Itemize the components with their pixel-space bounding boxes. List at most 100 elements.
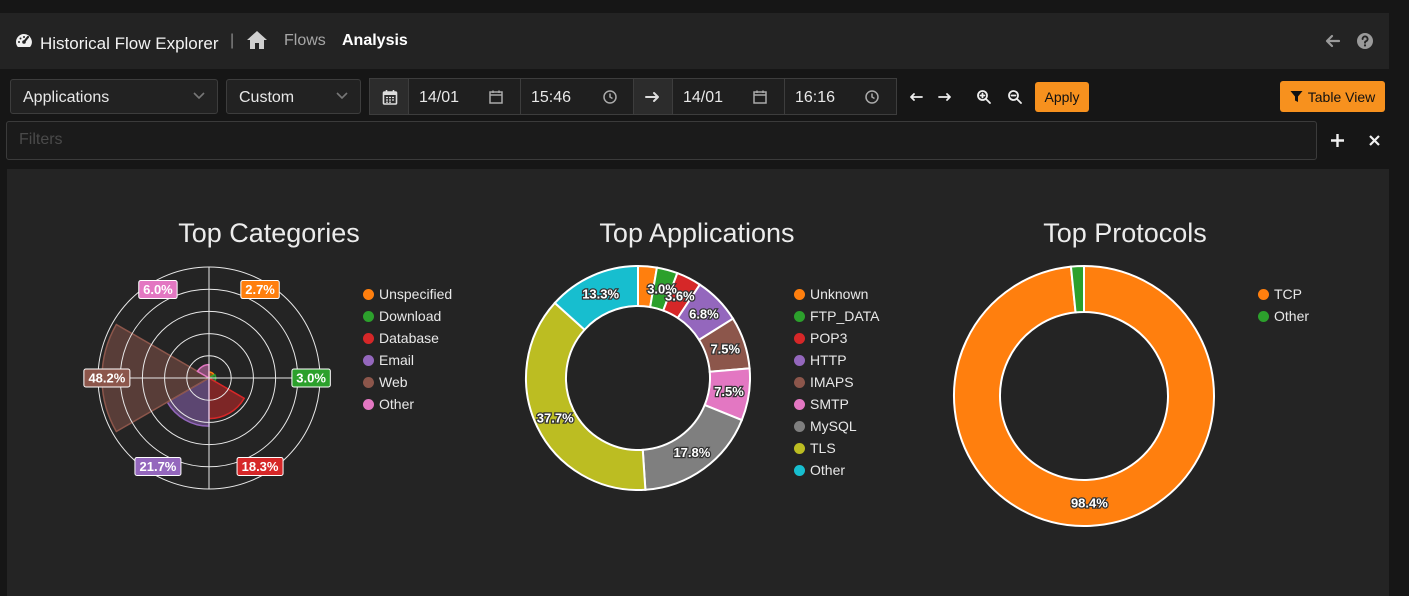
categories-legend-item[interactable]: Web <box>363 371 452 393</box>
applications-legend-item[interactable]: TLS <box>794 437 880 459</box>
arrow-right-icon <box>645 92 659 102</box>
filters-field <box>6 121 1321 160</box>
polar-label-download: 3.0% <box>296 371 326 386</box>
back-arrow-icon[interactable] <box>1324 32 1342 50</box>
calendar-icon <box>382 90 398 105</box>
legend-swatch <box>794 398 805 410</box>
breadcrumb-analysis: Analysis <box>342 32 408 49</box>
polar-label-web-box <box>83 368 131 388</box>
start-time-field[interactable]: 15:46 <box>521 79 634 114</box>
apply-button[interactable]: Apply <box>1035 82 1089 112</box>
polar-label-unspecified-box <box>240 280 280 300</box>
protocols-legend-item[interactable]: Other <box>1258 305 1309 327</box>
legend-label: Download <box>379 308 442 324</box>
date-picker-icon[interactable] <box>488 89 504 105</box>
calendar-addon[interactable] <box>370 79 409 114</box>
categories-legend: Unspecified Download Database Email Web Other <box>363 283 452 415</box>
legend-swatch <box>794 354 805 366</box>
categories-legend-item[interactable]: Email <box>363 349 452 371</box>
legend-swatch <box>363 332 374 344</box>
table-view-button[interactable]: Table View <box>1280 81 1385 112</box>
help-icon[interactable] <box>1356 32 1374 50</box>
app-slice-tls <box>525 301 647 491</box>
add-filter-icon[interactable] <box>1330 133 1345 148</box>
legend-swatch <box>363 376 374 388</box>
end-date-field[interactable]: 14/01 <box>673 79 785 114</box>
start-date-value: 14/01 <box>419 89 460 106</box>
app-label-smtp: 7.5% <box>714 384 744 399</box>
legend-swatch <box>1258 288 1269 300</box>
protocols-legend: TCP Other <box>1258 283 1309 327</box>
proto-slice-tcp <box>953 264 1215 527</box>
clock-icon[interactable] <box>602 89 618 105</box>
applications-legend-item[interactable]: SMTP <box>794 393 880 415</box>
legend-swatch <box>794 310 805 322</box>
app-label-pop3: 3.6% <box>665 289 695 304</box>
charts-panel <box>7 169 1389 596</box>
chevron-down-icon <box>193 92 205 100</box>
applications-legend-item[interactable]: FTP_DATA <box>794 305 880 327</box>
clock-icon[interactable] <box>864 89 880 105</box>
legend-label: Web <box>379 374 408 390</box>
legend-label: Other <box>810 462 846 478</box>
proto-slice-other <box>1069 264 1085 314</box>
chevron-down-icon <box>336 92 348 100</box>
legend-label: FTP_DATA <box>810 308 880 324</box>
categories-legend-item[interactable]: Database <box>363 327 452 349</box>
app-label-http: 6.8% <box>689 306 719 321</box>
polar-label-web: 48.2% <box>88 371 125 386</box>
protocols-legend-item[interactable]: TCP <box>1258 283 1309 305</box>
categories-legend-item[interactable]: Other <box>363 393 452 415</box>
toolbar: Applications Custom 14/01 15:46 14/01 16… <box>0 77 1409 117</box>
legend-label: IMAPS <box>810 374 854 390</box>
legend-swatch <box>363 288 374 300</box>
breadcrumb-flows[interactable]: Flows <box>284 32 326 49</box>
chart-title-applications: Top Applications <box>599 218 795 248</box>
applications-legend-item[interactable]: MySQL <box>794 415 880 437</box>
applications-legend-item[interactable]: HTTP <box>794 349 880 371</box>
view-select[interactable]: Applications <box>10 79 218 114</box>
date-range-picker: 14/01 15:46 14/01 16:16 <box>369 78 897 115</box>
legend-label: POP3 <box>810 330 848 346</box>
range-select[interactable]: Custom <box>226 79 361 114</box>
polar-label-other: 6.0% <box>143 282 173 297</box>
shift-forward-icon[interactable] <box>937 89 953 105</box>
start-date-field[interactable]: 14/01 <box>409 79 521 114</box>
legend-label: Unspecified <box>379 286 453 302</box>
polar-label-database-box <box>236 456 284 476</box>
legend-label: HTTP <box>810 352 847 368</box>
end-time-field[interactable]: 16:16 <box>785 79 896 114</box>
legend-label: Database <box>379 330 439 346</box>
date-picker-icon[interactable] <box>752 89 768 105</box>
categories-legend-item[interactable]: Unspecified <box>363 283 452 305</box>
legend-swatch <box>794 464 805 476</box>
filters-input[interactable] <box>7 122 1321 157</box>
polar-segment-email <box>166 376 210 427</box>
categories-legend-item[interactable]: Download <box>363 305 452 327</box>
clear-filters-icon[interactable] <box>1369 135 1380 146</box>
polar-label-email-box <box>134 456 182 476</box>
zoom-out-icon[interactable] <box>1007 89 1023 105</box>
home-icon[interactable] <box>245 29 269 51</box>
legend-label: Other <box>1274 308 1310 324</box>
chart-title-categories: Top Categories <box>178 218 360 248</box>
polar-label-download-box <box>291 368 331 388</box>
zoom-in-icon[interactable] <box>976 89 992 105</box>
title-bar: Historical Flow Explorer | Flows Analysi… <box>0 13 1389 69</box>
applications-legend-item[interactable]: POP3 <box>794 327 880 349</box>
legend-swatch <box>1258 310 1269 322</box>
view-select-value: Applications <box>23 89 110 106</box>
end-date-value: 14/01 <box>683 89 724 106</box>
legend-swatch <box>363 354 374 366</box>
breadcrumb-separator: | <box>230 32 235 49</box>
polar-label-unspecified: 2.7% <box>245 282 275 297</box>
applications-legend-item[interactable]: Unknown <box>794 283 880 305</box>
shift-back-icon[interactable] <box>908 89 924 105</box>
applications-legend-item[interactable]: IMAPS <box>794 371 880 393</box>
app-label-other: 13.3% <box>582 286 619 301</box>
polar-label-email: 21.7% <box>140 459 177 474</box>
app-brand[interactable]: Historical Flow Explorer <box>14 31 219 56</box>
applications-legend-item[interactable]: Other <box>794 459 880 481</box>
chart-title-protocols: Top Protocols <box>1043 218 1207 248</box>
app-slice-other <box>553 264 639 332</box>
